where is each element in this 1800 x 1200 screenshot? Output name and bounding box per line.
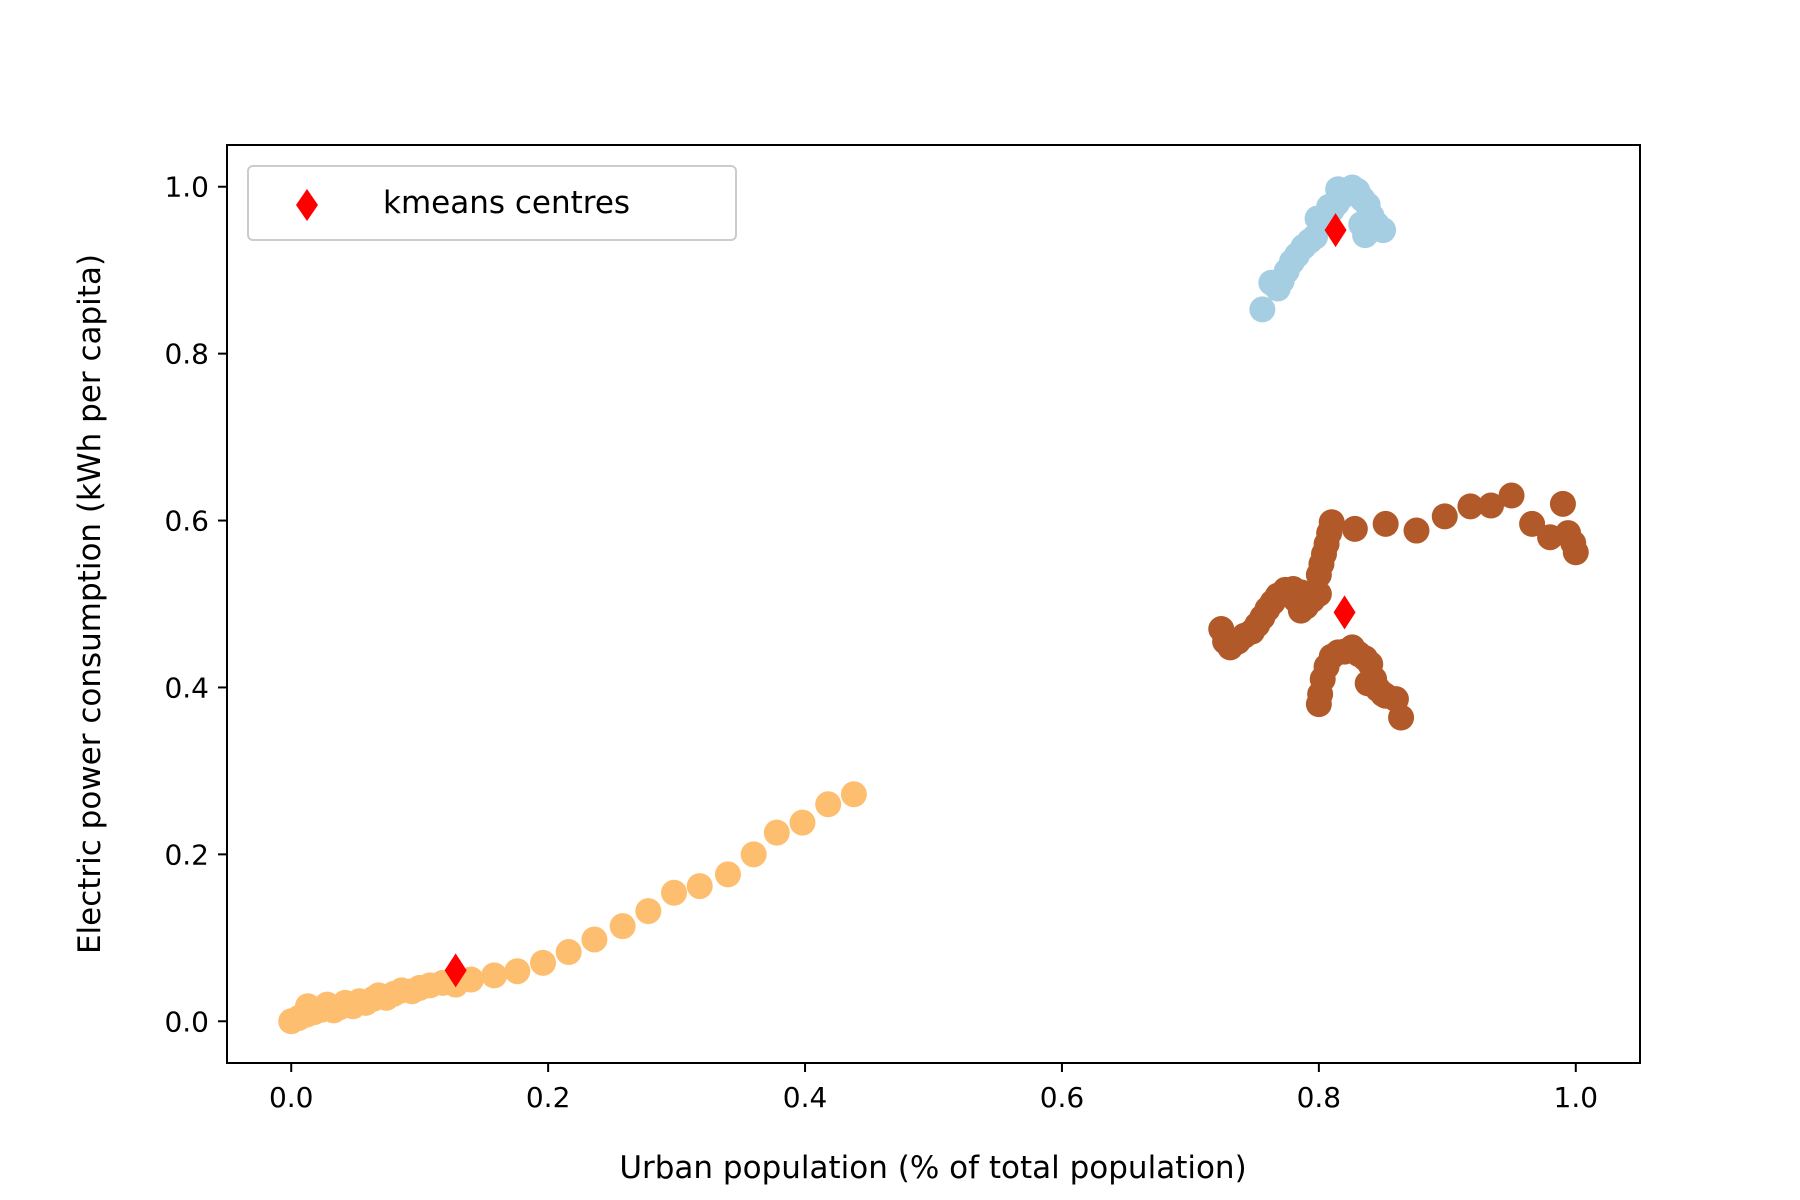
x-axis-ticks: 0.0 0.2 0.4 0.6 0.8 1.0 — [269, 1063, 1598, 1114]
x-tick-label: 0.2 — [526, 1081, 571, 1114]
data-point — [815, 791, 842, 818]
legend-box — [247, 165, 737, 241]
data-point — [763, 819, 790, 846]
legend: kmeans centres — [247, 165, 737, 241]
data-point — [609, 913, 636, 940]
y-tick-label: 0.8 — [164, 338, 209, 371]
legend-centre-marker — [296, 189, 318, 221]
x-axis-label: Urban population (% of total population) — [619, 1150, 1246, 1186]
data-point — [740, 841, 767, 868]
y-axis-label: Electric power consumption (kWh per capi… — [72, 254, 108, 954]
kmeans-centre-marker — [1333, 595, 1356, 630]
data-point — [1318, 509, 1345, 536]
data-point — [661, 879, 688, 906]
data-point — [714, 861, 741, 888]
y-tick-label: 0.6 — [164, 505, 209, 538]
data-point — [789, 809, 816, 836]
data-point — [1282, 586, 1309, 613]
data-point — [581, 926, 608, 953]
x-tick-label: 1.0 — [1554, 1081, 1599, 1114]
data-point — [481, 962, 508, 989]
data-point — [1348, 211, 1375, 238]
x-tick-label: 0.6 — [1040, 1081, 1085, 1114]
data-point — [840, 781, 867, 808]
y-axis-ticks: 0.0 0.2 0.4 0.6 0.8 1.0 — [164, 171, 227, 1038]
data-point — [555, 939, 582, 966]
legend-label: kmeans centres — [383, 185, 630, 221]
y-tick-label: 0.2 — [164, 838, 209, 871]
data-point — [1549, 490, 1576, 517]
data-point — [1457, 493, 1484, 520]
y-tick-label: 1.0 — [164, 171, 209, 204]
kmeans-centre-marker — [444, 953, 467, 988]
data-point — [1354, 670, 1381, 697]
data-point — [504, 958, 531, 985]
x-tick-label: 0.4 — [783, 1081, 828, 1114]
data-point — [1372, 510, 1399, 537]
axes-frame — [226, 144, 1641, 1064]
kmeans-centre-marker — [1324, 213, 1347, 248]
data-point — [1249, 296, 1276, 323]
data-point — [529, 949, 556, 976]
data-point — [1562, 539, 1589, 566]
data-point — [635, 898, 662, 925]
y-tick-label: 0.0 — [164, 1005, 209, 1038]
data-point — [1341, 515, 1368, 542]
data-point — [1304, 205, 1331, 232]
x-tick-label: 0.8 — [1297, 1081, 1342, 1114]
data-point — [1477, 492, 1504, 519]
data-point — [1403, 517, 1430, 544]
data-point — [1519, 510, 1546, 537]
data-point — [1498, 482, 1525, 509]
data-point — [686, 873, 713, 900]
centres-layer — [444, 213, 1356, 988]
plot-area — [227, 145, 1640, 1063]
x-tick-label: 0.0 — [269, 1081, 314, 1114]
y-tick-label: 0.4 — [164, 671, 209, 704]
data-point — [1305, 580, 1332, 607]
data-point — [1388, 704, 1415, 731]
data-point — [1431, 503, 1458, 530]
